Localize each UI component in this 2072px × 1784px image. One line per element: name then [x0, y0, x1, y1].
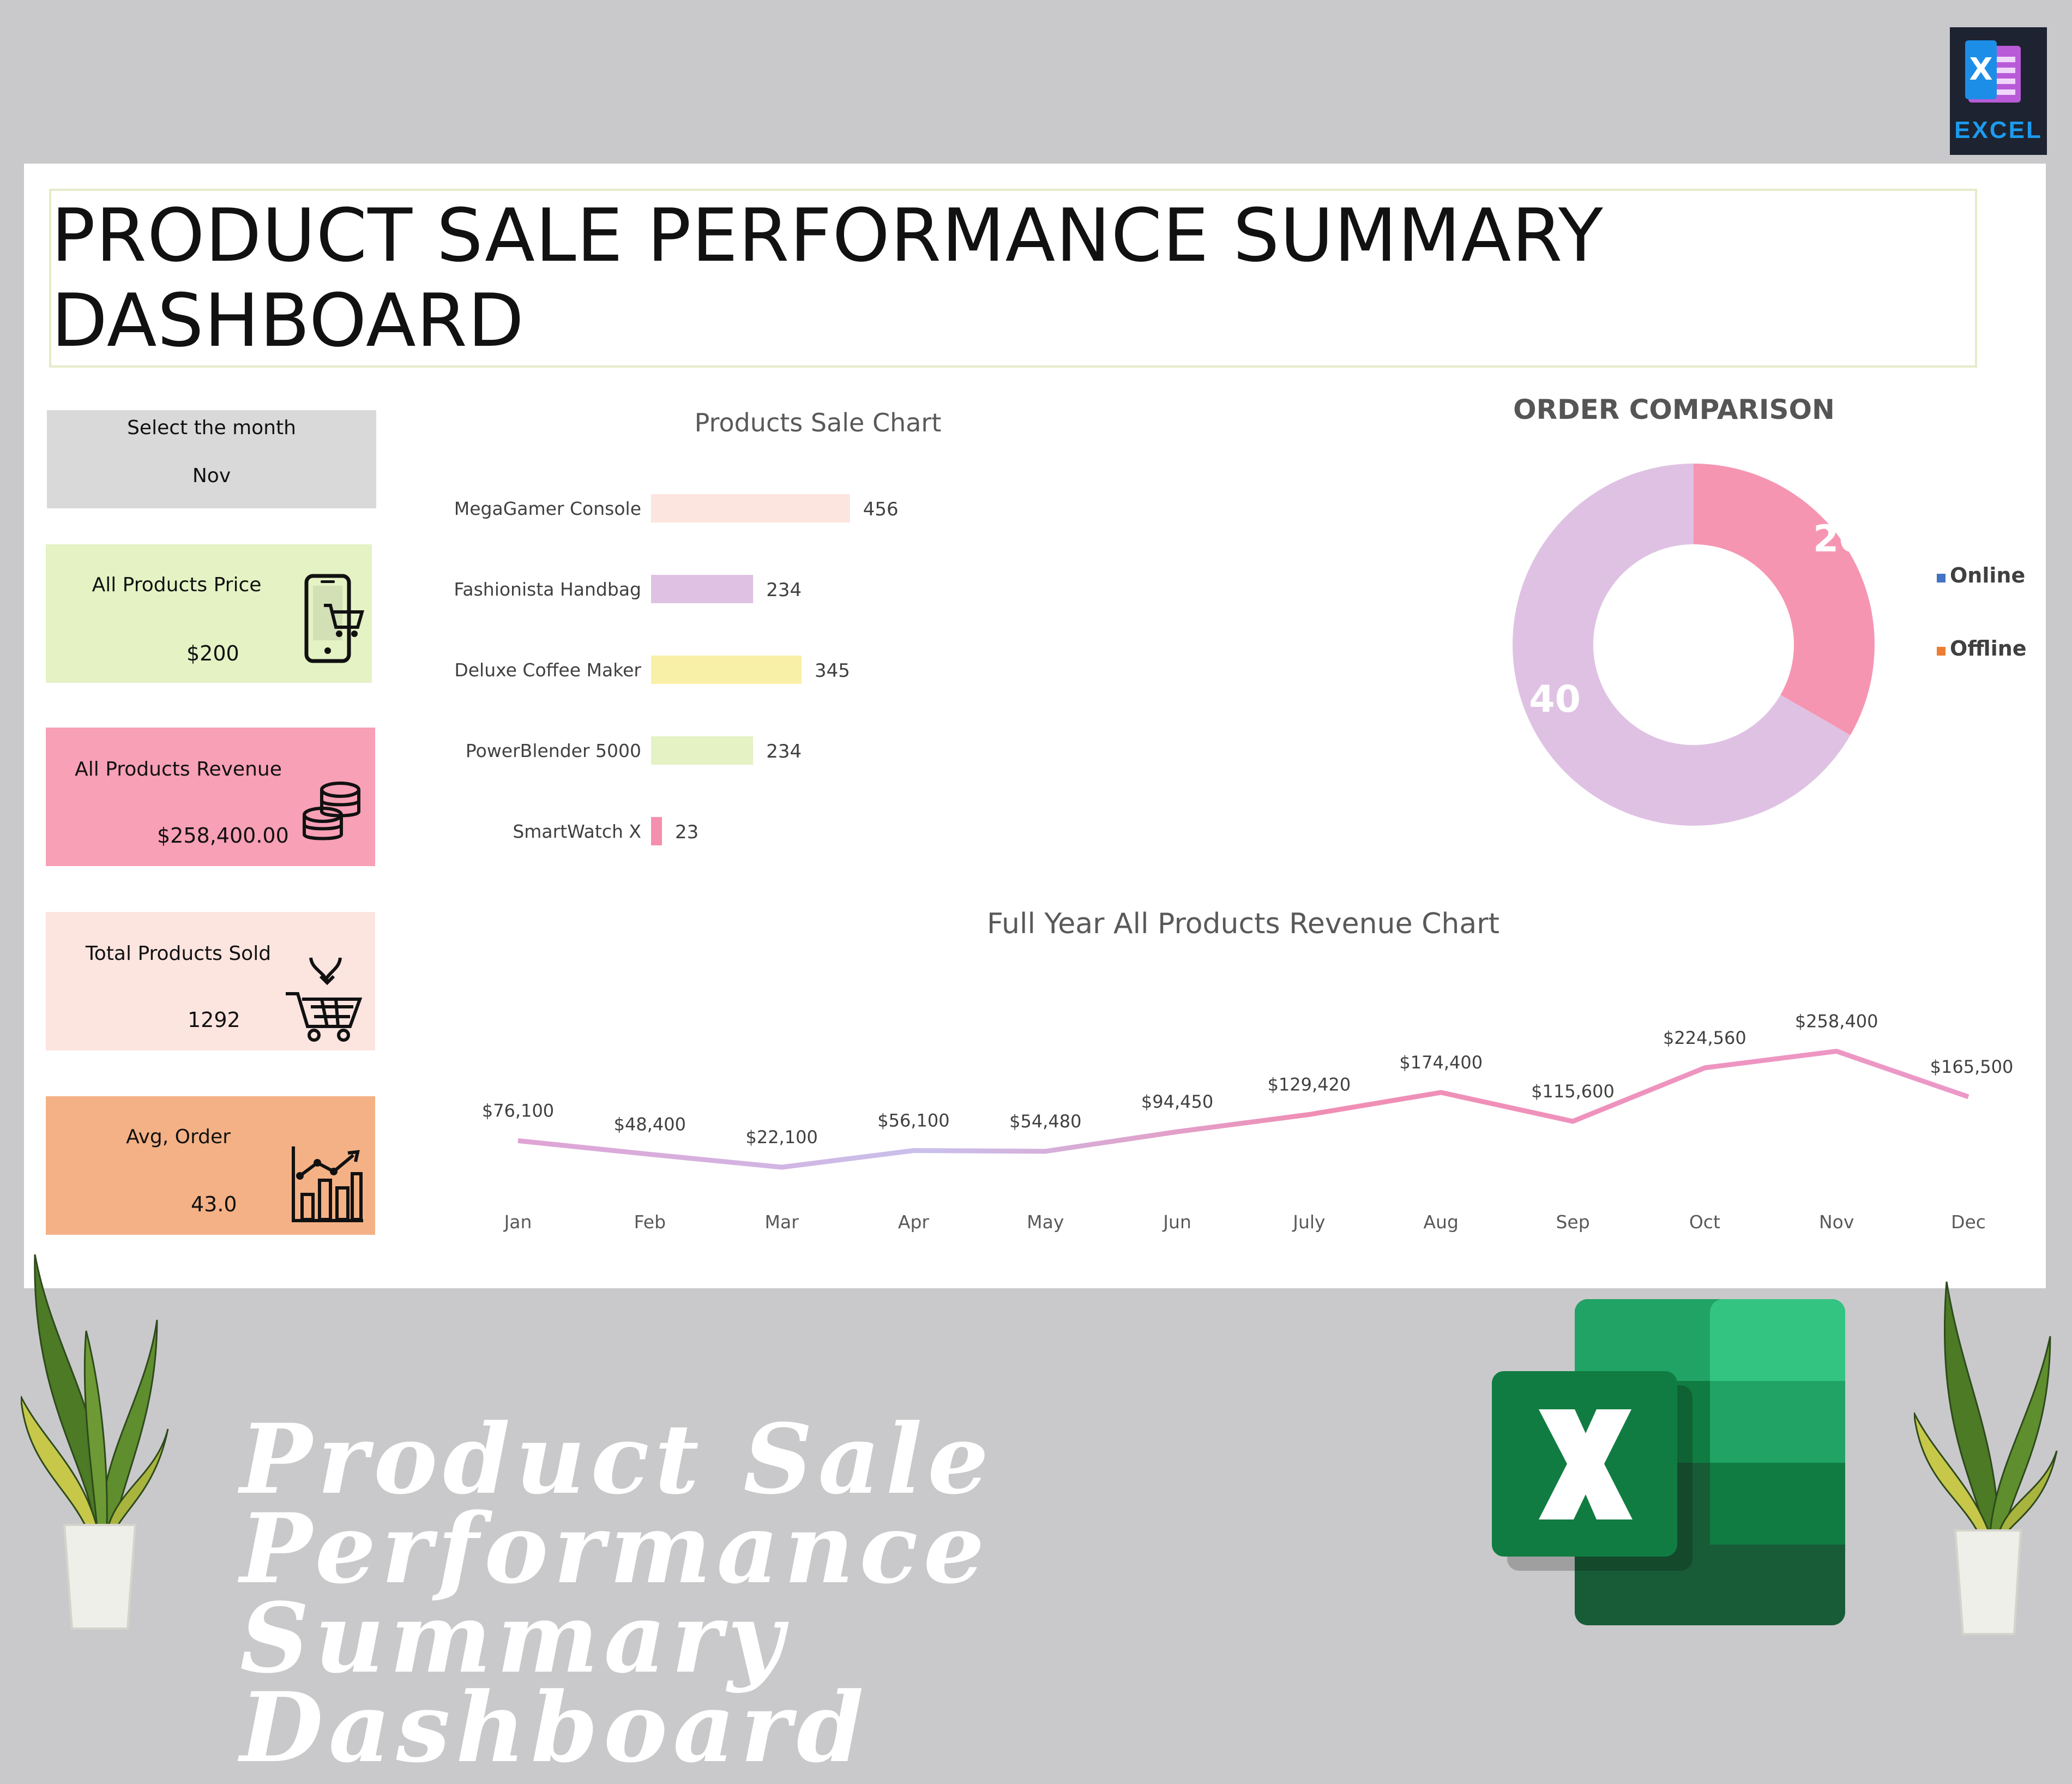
x-tick-label: July [1292, 1211, 1325, 1233]
bar-chart-icon [292, 1146, 363, 1222]
x-tick-label: Oct [1689, 1211, 1720, 1233]
revenue-line-chart: $76,100 Jan $48,400 Feb $22,100 Mar $56,100 Apr… [482, 1011, 2014, 1233]
donut-value-label: 40 [1529, 678, 1581, 721]
kpi-sold-label: Total Products Sold [85, 942, 272, 965]
x-tick-label: Dec [1951, 1211, 1986, 1233]
bar-category-label: PowerBlender 5000 [466, 740, 641, 761]
donut-chart-title: ORDER COMPARISON [1513, 394, 1835, 425]
kpi-price-value: $200 [186, 641, 239, 665]
kpi-card-revenue: All Products Revenue $258,400.00 [46, 728, 375, 866]
dashboard-title: PRODUCT SALE PERFORMANCE SUMMARY DASHBOA… [51, 193, 1604, 363]
kpi-price-label: All Products Price [92, 574, 262, 596]
donut-slice [1694, 464, 1875, 735]
kpi-card-sold: Total Products Sold 1292 [46, 912, 375, 1050]
products-sale-chart: MegaGamer Console 456 Fashionista Handbag 2… [454, 494, 899, 845]
bar [651, 656, 802, 684]
kpi-card-avg-order: Avg, Order 43.0 [46, 1096, 375, 1235]
bar-value-label: 345 [815, 660, 850, 682]
legend-label: Online [1950, 563, 2025, 587]
bar-category-label: SmartWatch X [513, 821, 641, 842]
x-tick-label: Nov [1819, 1211, 1854, 1233]
bar-value-label: 23 [675, 821, 698, 843]
bar [651, 575, 754, 603]
line-data-label: $224,560 [1663, 1028, 1746, 1048]
legend-swatch [1937, 574, 1945, 582]
dashboard-title-box: PRODUCT SALE PERFORMANCE SUMMARY DASHBOA… [49, 189, 1977, 368]
order-comparison-chart: 20 40 Online Offline [1513, 464, 2027, 826]
bar-value-label: 456 [863, 498, 899, 520]
line-data-label: $76,100 [482, 1101, 554, 1121]
bar-category-label: MegaGamer Console [454, 498, 641, 519]
line-data-label: $258,400 [1795, 1011, 1878, 1031]
excel-badge-label: EXCEL [1954, 117, 2043, 143]
month-selector-value[interactable]: Nov [192, 465, 231, 487]
bar [651, 817, 662, 845]
coins-stack-icon [303, 782, 360, 840]
excel-badge: X EXCEL [1950, 27, 2047, 155]
x-tick-label: Jan [503, 1211, 532, 1233]
svg-text:X: X [1969, 52, 1992, 87]
kpi-revenue-label: All Products Revenue [75, 758, 282, 780]
promo-title-line2: Summary Dashboard [240, 1582, 869, 1784]
month-selector-label: Select the month [127, 417, 296, 439]
snake-plant-icon [1914, 1281, 2058, 1635]
x-tick-label: Sep [1556, 1211, 1589, 1233]
month-selector[interactable]: Select the month Nov [47, 410, 376, 508]
x-tick-label: Apr [898, 1211, 930, 1233]
x-tick-label: May [1027, 1211, 1064, 1233]
x-tick-label: Mar [765, 1211, 799, 1233]
line-data-label: $94,450 [1141, 1091, 1213, 1112]
promo-title-line1: Product Sale Performance [240, 1403, 995, 1605]
kpi-revenue-value: $258,400.00 [157, 824, 289, 848]
kpi-avg-label: Avg, Order [126, 1126, 231, 1148]
line-data-label: $48,400 [614, 1114, 686, 1134]
kpi-avg-value: 43.0 [191, 1192, 237, 1216]
shopping-cart-icon [286, 957, 363, 1042]
line-data-label: $129,420 [1268, 1074, 1351, 1095]
bar-chart-title: Products Sale Chart [694, 408, 942, 437]
line-data-label: $115,600 [1531, 1081, 1615, 1102]
legend-label: Offline [1950, 636, 2027, 660]
x-tick-label: Feb [634, 1211, 666, 1233]
line-data-label: $22,100 [745, 1127, 817, 1148]
smartphone-cart-icon [304, 574, 364, 663]
line-chart-title: Full Year All Products Revenue Chart [986, 908, 1499, 940]
kpi-sold-value: 1292 [188, 1008, 240, 1032]
snake-plant-icon [21, 1254, 169, 1630]
line-data-label: $56,100 [877, 1110, 949, 1131]
bar-value-label: 234 [766, 741, 802, 762]
bar-category-label: Fashionista Handbag [454, 579, 641, 600]
excel-logo-icon [1492, 1299, 1845, 1625]
bar-category-label: Deluxe Coffee Maker [454, 659, 641, 681]
x-tick-label: Jun [1162, 1211, 1191, 1233]
bar [651, 736, 754, 765]
kpi-card-price: All Products Price $200 [46, 544, 372, 683]
promo-title: Product Sale Performance Summary Dashboa… [240, 1403, 1385, 1784]
line-data-label: $174,400 [1399, 1052, 1483, 1073]
revenue-line [517, 1048, 1969, 1170]
donut-value-label: 20 [1813, 518, 1865, 561]
bar [651, 494, 850, 522]
excel-file-icon: X [1965, 40, 2021, 103]
legend-swatch [1937, 647, 1945, 656]
x-tick-label: Aug [1424, 1211, 1459, 1233]
donut-slice [1513, 464, 1851, 826]
line-data-label: $165,500 [1930, 1056, 2014, 1077]
bar-value-label: 234 [766, 579, 802, 601]
line-data-label: $54,480 [1009, 1111, 1081, 1132]
